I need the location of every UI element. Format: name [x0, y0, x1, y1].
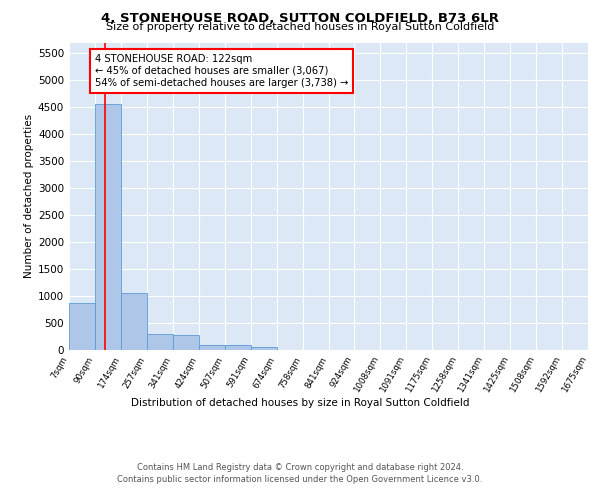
Y-axis label: Number of detached properties: Number of detached properties [24, 114, 34, 278]
Bar [147, 334, 173, 350]
Bar [95, 104, 121, 350]
Bar [173, 334, 199, 350]
Text: 4 STONEHOUSE ROAD: 122sqm
← 45% of detached houses are smaller (3,067)
54% of se: 4 STONEHOUSE ROAD: 122sqm ← 45% of detac… [95, 54, 348, 88]
Text: Size of property relative to detached houses in Royal Sutton Coldfield: Size of property relative to detached ho… [106, 22, 494, 32]
Text: Contains public sector information licensed under the Open Government Licence v3: Contains public sector information licen… [118, 475, 482, 484]
Text: Distribution of detached houses by size in Royal Sutton Coldfield: Distribution of detached houses by size … [131, 398, 469, 407]
Bar [224, 345, 251, 350]
Bar [199, 344, 224, 350]
Text: 4, STONEHOUSE ROAD, SUTTON COLDFIELD, B73 6LR: 4, STONEHOUSE ROAD, SUTTON COLDFIELD, B7… [101, 12, 499, 26]
Text: Contains HM Land Registry data © Crown copyright and database right 2024.: Contains HM Land Registry data © Crown c… [137, 462, 463, 471]
Bar [121, 293, 147, 350]
Bar [69, 302, 95, 350]
Bar [251, 347, 277, 350]
